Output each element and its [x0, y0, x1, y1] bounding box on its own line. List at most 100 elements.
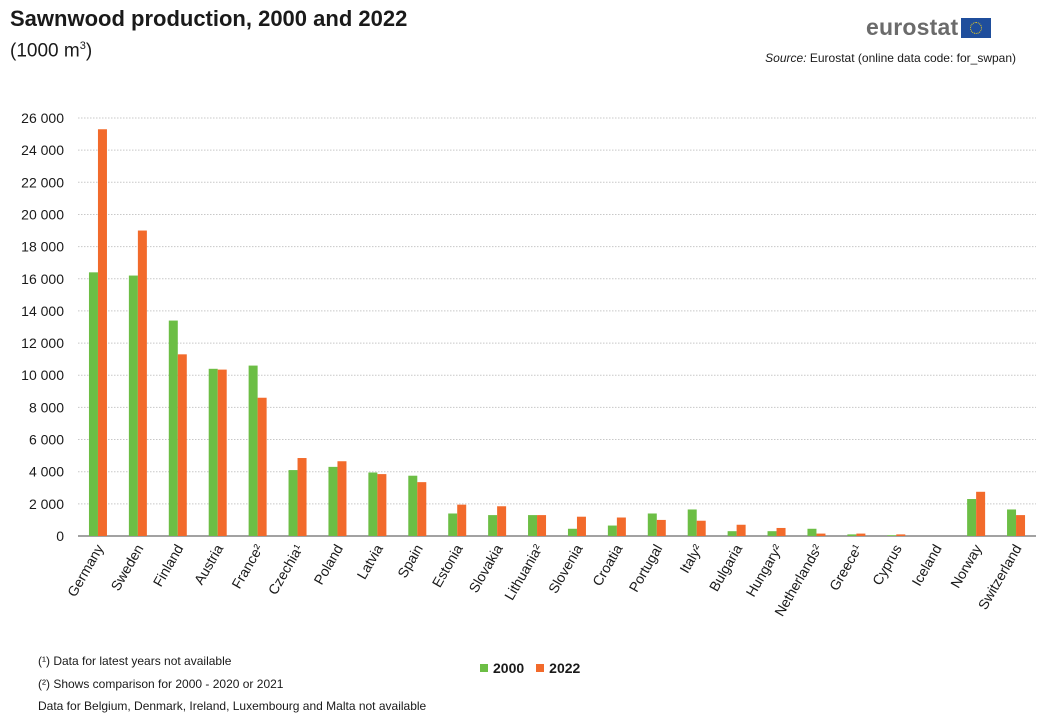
- bar-2022: [696, 520, 706, 536]
- x-tick-label: Estonia: [429, 541, 466, 590]
- bar-2022: [816, 533, 826, 536]
- x-tick-label: Portugal: [625, 542, 665, 595]
- bar-2022: [896, 534, 906, 536]
- y-tick-label: 20 000: [21, 206, 64, 222]
- x-tick-label: Spain: [394, 542, 426, 581]
- bar-2022: [616, 517, 626, 536]
- bar-2022: [1016, 515, 1026, 536]
- y-tick-label: 16 000: [21, 271, 64, 287]
- x-tick-label: Slovakia: [465, 541, 505, 595]
- bar-2022: [976, 491, 986, 536]
- eurostat-logo: eurostat: [866, 14, 992, 41]
- x-tick-label: Austria: [191, 541, 227, 587]
- x-tick-label: Slovenia: [545, 541, 586, 596]
- y-tick-label: 22 000: [21, 174, 64, 190]
- bar-2000: [807, 528, 817, 536]
- source-label: Source:: [765, 51, 807, 65]
- y-tick-label: 12 000: [21, 335, 64, 351]
- bar-2022: [457, 504, 467, 536]
- logo-text: eurostat: [866, 14, 959, 40]
- bar-2022: [656, 519, 666, 536]
- legend-item-2000: 2000: [480, 660, 524, 676]
- bar-2000: [647, 513, 657, 536]
- bar-2000: [607, 525, 617, 536]
- bar-2000: [408, 475, 418, 536]
- bar-2000: [967, 499, 977, 536]
- y-tick-label: 0: [56, 528, 64, 544]
- bar-2000: [88, 272, 98, 536]
- chart-unit: (1000 m3): [10, 40, 92, 62]
- bar-2000: [767, 531, 777, 536]
- x-tick-label: Czechia¹: [265, 541, 307, 597]
- y-tick-label: 8 000: [29, 399, 64, 415]
- legend-label-2022: 2022: [549, 660, 581, 676]
- legend-swatch-2022: [536, 664, 545, 672]
- y-tick-label: 18 000: [21, 239, 64, 255]
- bar-2000: [208, 368, 218, 536]
- bar-2000: [128, 275, 138, 536]
- bar-2022: [736, 524, 746, 536]
- legend-label-2000: 2000: [493, 660, 525, 676]
- bar-2000: [328, 466, 338, 536]
- bar-2000: [847, 534, 857, 536]
- bar-2000: [567, 528, 577, 536]
- y-tick-label: 26 000: [21, 110, 64, 126]
- y-tick-label: 14 000: [21, 303, 64, 319]
- x-tick-label: Cyprus: [869, 542, 905, 588]
- y-tick-label: 6 000: [29, 432, 64, 448]
- bar-2022: [776, 527, 786, 536]
- bar-2000: [687, 509, 697, 536]
- x-tick-label: Norway: [947, 542, 985, 591]
- bar-2022: [576, 516, 586, 536]
- y-tick-label: 24 000: [21, 142, 64, 158]
- unit-text: (1000 m: [10, 40, 80, 62]
- bar-2000: [248, 365, 258, 536]
- bar-2022: [257, 397, 267, 536]
- footnote-3: Data for Belgium, Denmark, Ireland, Luxe…: [38, 699, 427, 713]
- footnote-1: (¹) Data for latest years not available: [38, 654, 232, 668]
- source-text: Eurostat (online data code: for_swpan): [809, 51, 1016, 65]
- footnote-2: (²) Shows comparison for 2000 - 2020 or …: [38, 677, 284, 691]
- x-tick-label: Poland: [310, 542, 346, 588]
- bar-2022: [497, 506, 507, 536]
- x-tick-label: Greece¹: [826, 541, 865, 593]
- legend-swatch-2000: [480, 664, 488, 672]
- source-note: Source: Eurostat (online data code: for_…: [765, 51, 1016, 65]
- bar-2022: [97, 129, 107, 536]
- bar-2022: [537, 515, 547, 536]
- bar-2000: [488, 515, 498, 536]
- bar-2000: [168, 320, 178, 536]
- x-tick-label: Bulgaria: [706, 541, 746, 594]
- bar-2022: [377, 474, 387, 536]
- y-tick-label: 4 000: [29, 464, 64, 480]
- y-tick-label: 2 000: [29, 496, 64, 512]
- bar-2022: [137, 230, 147, 537]
- x-tick-label: Sweden: [107, 542, 146, 594]
- bar-2022: [217, 369, 227, 536]
- x-tick-label: Italy²: [676, 541, 705, 576]
- bar-2022: [177, 354, 187, 536]
- legend-item-2022: 2022: [536, 660, 580, 676]
- bar-2000: [448, 513, 458, 536]
- eu-flag-icon: [961, 17, 992, 38]
- x-tick-label: Latvia: [353, 541, 386, 582]
- unit-close: ): [85, 40, 93, 62]
- bar-2022: [856, 533, 866, 536]
- y-tick-label: 10 000: [21, 367, 64, 383]
- bar-2000: [887, 535, 897, 536]
- bar-2000: [528, 515, 538, 536]
- bar-2022: [417, 482, 427, 536]
- x-tick-label: Hungary²: [742, 541, 785, 599]
- bar-2000: [288, 470, 298, 536]
- x-tick-label: Croatia: [589, 541, 626, 588]
- x-tick-label: Iceland: [908, 542, 944, 589]
- bar-2000: [727, 531, 737, 536]
- bar-chart: 26 000 24 000 22 000 20 000 18 000 16 000 14 0…: [21, 110, 1036, 619]
- bar-2022: [297, 458, 307, 536]
- legend: 2000 2022: [480, 660, 592, 676]
- chart-title: Sawnwood production, 2000 and 2022: [10, 6, 408, 31]
- x-tick-label: Germany: [64, 542, 107, 600]
- x-tick-label: France²: [228, 541, 266, 591]
- unit-superscript: 3: [79, 40, 86, 52]
- x-tick-label: Lithuania²: [501, 541, 546, 603]
